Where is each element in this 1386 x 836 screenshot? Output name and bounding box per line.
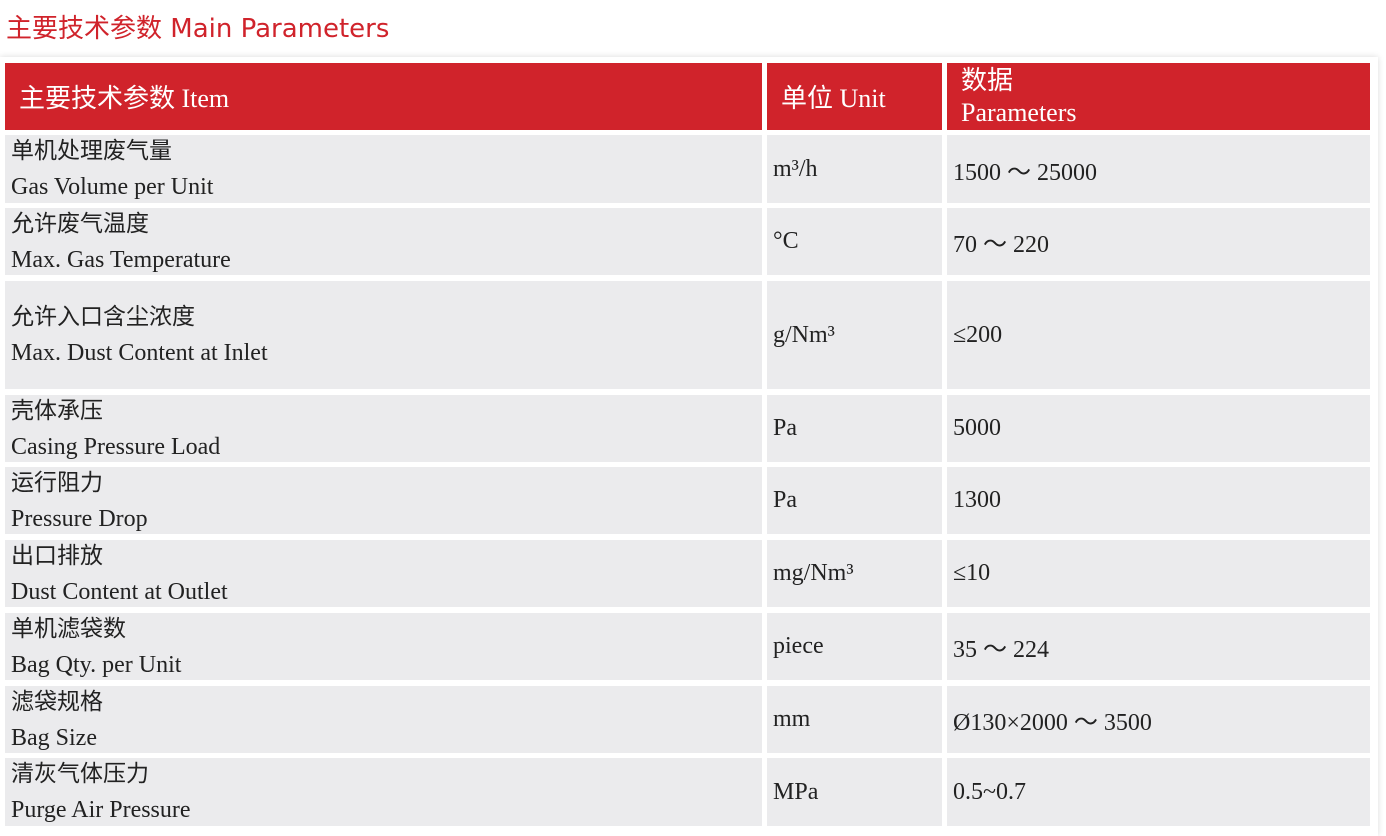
value-cell: 1500 ～ 25000 (947, 135, 1370, 203)
page-title: 主要技术参数 Main Parameters (6, 14, 390, 44)
unit-cell: m³/h (767, 135, 942, 203)
unit-cell: Pa (767, 395, 942, 462)
unit-cell: piece (767, 613, 942, 680)
item-en: Purge Air Pressure (11, 797, 191, 823)
header-parameters-en: Parameters (961, 97, 1077, 127)
header-parameters-zh: 数据 (961, 65, 1014, 95)
header-item: 主要技术参数 Item (5, 63, 762, 130)
table-row-item: 运行阻力 Pressure Drop (5, 467, 762, 534)
table-row-item: 滤袋规格 Bag Size (5, 686, 762, 753)
item-zh: 单机滤袋数 (11, 615, 126, 642)
value-cell: 70 ～ 220 (947, 208, 1370, 275)
item-en: Bag Qty. per Unit (11, 651, 182, 678)
table-row-item: 壳体承压 Casing Pressure Load (5, 395, 762, 462)
unit-cell: mm (767, 686, 942, 753)
value-cell: ≤200 (947, 281, 1370, 389)
item-en: Dust Content at Outlet (11, 578, 228, 605)
item-zh: 滤袋规格 (11, 688, 103, 715)
item-zh: 清灰气体压力 (11, 761, 149, 787)
item-zh: 壳体承压 (11, 397, 103, 424)
item-zh: 单机处理废气量 (11, 138, 172, 164)
unit-cell: g/Nm³ (767, 281, 942, 389)
unit-cell: Pa (767, 467, 942, 534)
unit-cell: mg/Nm³ (767, 540, 942, 607)
value-cell: ≤10 (947, 540, 1370, 607)
item-en: Max. Gas Temperature (11, 246, 231, 273)
item-zh: 允许废气温度 (11, 210, 149, 237)
item-zh: 运行阻力 (11, 469, 103, 496)
value-cell: 1300 (947, 467, 1370, 534)
table-row-item: 单机处理废气量 Gas Volume per Unit (5, 135, 762, 203)
item-zh: 允许入口含尘浓度 (11, 304, 195, 330)
unit-cell: °C (767, 208, 942, 275)
table-row-item: 单机滤袋数 Bag Qty. per Unit (5, 613, 762, 680)
value-cell: 0.5~0.7 (947, 758, 1370, 826)
item-en: Max. Dust Content at Inlet (11, 340, 268, 366)
item-zh: 出口排放 (11, 542, 103, 569)
item-en: Pressure Drop (11, 505, 148, 532)
value-cell: 5000 (947, 395, 1370, 462)
table-row-item: 允许废气温度 Max. Gas Temperature (5, 208, 762, 275)
table-row-item: 出口排放 Dust Content at Outlet (5, 540, 762, 607)
unit-cell: MPa (767, 758, 942, 826)
header-parameters: 数据 Parameters (947, 63, 1370, 130)
table-row-item: 允许入口含尘浓度 Max. Dust Content at Inlet (5, 281, 762, 389)
item-en: Bag Size (11, 724, 97, 751)
value-cell: Ø130×2000 ～ 3500 (947, 686, 1370, 753)
header-unit: 单位 Unit (767, 63, 942, 130)
item-en: Casing Pressure Load (11, 433, 221, 460)
table-row-item: 清灰气体压力 Purge Air Pressure (5, 758, 762, 826)
item-en: Gas Volume per Unit (11, 174, 214, 200)
value-cell: 35 ～ 224 (947, 613, 1370, 680)
